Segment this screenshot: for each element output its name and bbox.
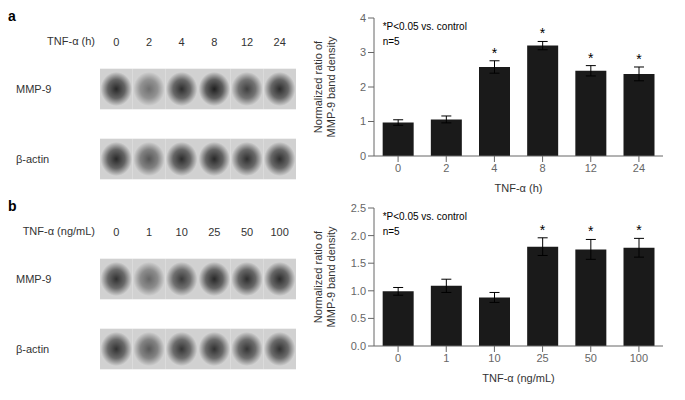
svg-text:*: *: [540, 222, 546, 238]
svg-text:0: 0: [395, 162, 401, 174]
svg-text:*: *: [492, 45, 498, 61]
svg-text:4: 4: [179, 36, 185, 48]
svg-text:0: 0: [113, 36, 119, 48]
svg-text:0.0: 0.0: [351, 340, 366, 352]
svg-text:0: 0: [113, 226, 119, 238]
svg-text:1: 1: [360, 115, 366, 127]
svg-text:1.0: 1.0: [351, 285, 366, 297]
svg-text:3: 3: [360, 46, 366, 58]
svg-text:*: *: [588, 50, 594, 66]
svg-text:12: 12: [241, 36, 253, 48]
svg-text:8: 8: [540, 162, 546, 174]
svg-text:1: 1: [443, 352, 449, 364]
svg-text:2: 2: [360, 81, 366, 93]
svg-text:10: 10: [176, 226, 188, 238]
svg-text:25: 25: [536, 352, 548, 364]
svg-text:8: 8: [211, 36, 217, 48]
svg-text:MMP-9: MMP-9: [16, 83, 51, 95]
svg-text:100: 100: [270, 226, 288, 238]
svg-text:2.5: 2.5: [351, 202, 366, 214]
svg-text:2: 2: [146, 36, 152, 48]
svg-text:MMP-9: MMP-9: [16, 273, 51, 285]
svg-text:TNF-α (ng/mL): TNF-α (ng/mL): [482, 372, 554, 384]
svg-text:0: 0: [360, 150, 366, 162]
svg-text:TNF-α (h): TNF-α (h): [47, 35, 95, 47]
svg-text:2: 2: [443, 162, 449, 174]
svg-text:β-actin: β-actin: [16, 153, 49, 165]
svg-text:12: 12: [585, 162, 597, 174]
svg-text:*: *: [588, 223, 594, 239]
svg-text:TNF-α (h): TNF-α (h): [495, 182, 543, 194]
svg-text:Normalized ratio ofMMP-9 band: Normalized ratio ofMMP-9 band density: [312, 36, 337, 137]
svg-text:4: 4: [491, 162, 497, 174]
svg-text:β-actin: β-actin: [16, 343, 49, 355]
html-text:*P<0.05 vs. control: *P<0.05 vs. control: [382, 21, 467, 32]
html-text:n=5: n=5: [382, 36, 400, 47]
svg-text:*: *: [636, 222, 642, 238]
svg-text:0: 0: [395, 352, 401, 364]
svg-text:10: 10: [488, 352, 500, 364]
svg-text:1: 1: [146, 226, 152, 238]
svg-text:TNF-α (ng/mL): TNF-α (ng/mL): [23, 225, 95, 237]
svg-text:24: 24: [274, 36, 286, 48]
svg-text:100: 100: [630, 352, 648, 364]
svg-text:2.0: 2.0: [351, 230, 366, 242]
svg-text:25: 25: [208, 226, 220, 238]
html-text:*P<0.05 vs. control: *P<0.05 vs. control: [382, 211, 467, 222]
svg-text:24: 24: [633, 162, 645, 174]
html-text:b: b: [8, 198, 17, 214]
svg-text:*: *: [636, 51, 642, 67]
svg-text:Normalized ratio ofMMP-9 band: Normalized ratio ofMMP-9 band density: [312, 226, 337, 327]
svg-text:50: 50: [585, 352, 597, 364]
svg-text:1.5: 1.5: [351, 257, 366, 269]
svg-text:*: *: [540, 25, 546, 41]
svg-text:50: 50: [241, 226, 253, 238]
svg-text:4: 4: [360, 12, 366, 24]
html-text:n=5: n=5: [382, 226, 400, 237]
svg-text:0.5: 0.5: [351, 312, 366, 324]
html-text:a: a: [8, 8, 16, 24]
